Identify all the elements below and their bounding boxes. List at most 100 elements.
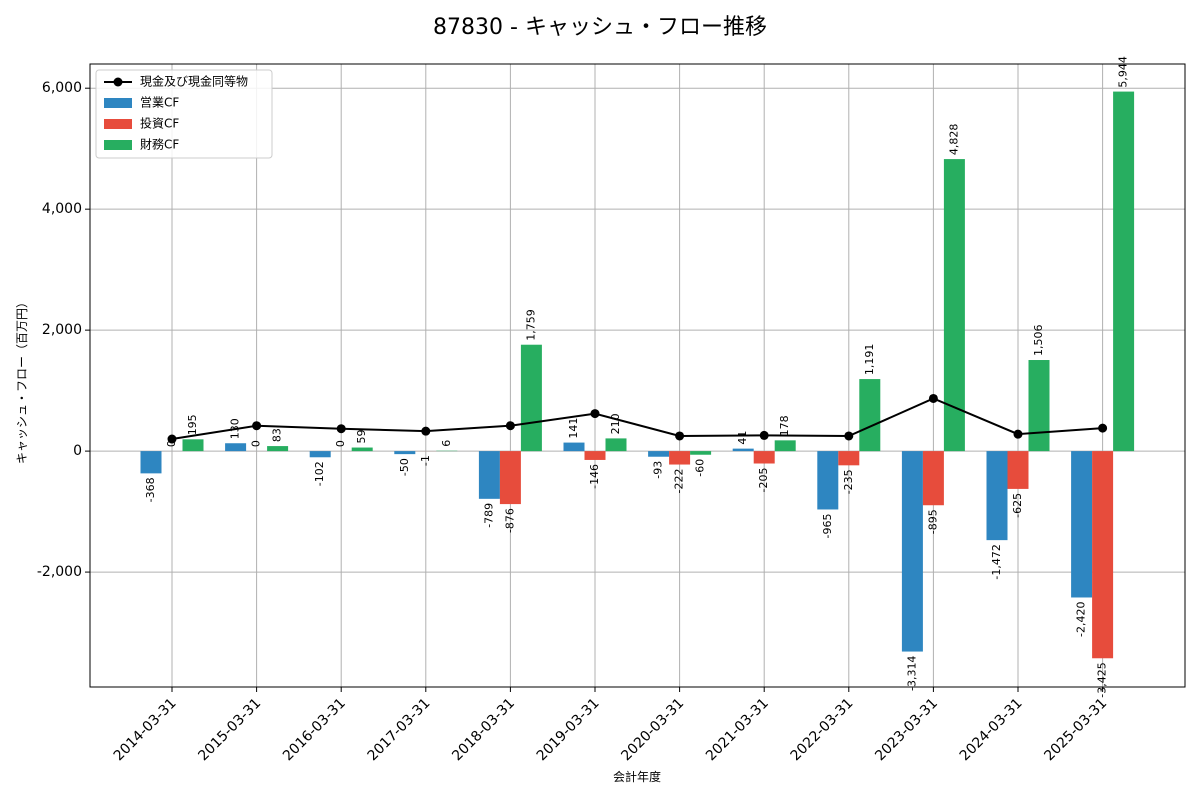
x-tick-label: 2025-03-31 — [1041, 695, 1110, 764]
cash-line-point — [252, 421, 262, 431]
data-label: -3,314 — [905, 656, 918, 691]
bar — [478, 451, 500, 499]
cash-line-point — [590, 409, 600, 419]
data-label: -895 — [926, 509, 939, 534]
cash-line-point — [1098, 423, 1108, 433]
data-label: -60 — [694, 459, 707, 477]
data-label: 195 — [186, 414, 199, 435]
data-label: -965 — [821, 513, 834, 538]
bar — [225, 443, 247, 452]
legend-label: 財務CF — [140, 137, 179, 152]
bar — [922, 451, 944, 506]
data-label: 141 — [567, 418, 580, 439]
data-label: 210 — [609, 413, 622, 434]
data-label: 0 — [334, 440, 347, 447]
data-label: -368 — [144, 477, 157, 502]
y-axis-label: キャッシュ・フロー（百万円） — [15, 296, 29, 464]
data-label: -789 — [482, 503, 495, 528]
bar — [584, 451, 606, 460]
data-label: 130 — [229, 418, 242, 439]
bar — [563, 442, 585, 452]
legend-swatch — [104, 119, 132, 129]
bars — [140, 91, 1135, 659]
data-label: 59 — [355, 430, 368, 444]
bar — [1007, 451, 1029, 489]
chart-title: 87830 - キャッシュ・フロー推移 — [433, 15, 767, 40]
bar — [1113, 91, 1135, 452]
x-axis-label: 会計年度 — [613, 769, 661, 784]
data-label: 1,759 — [524, 309, 537, 341]
bar — [838, 451, 860, 466]
data-label: 4,828 — [947, 124, 960, 156]
bar — [732, 448, 754, 452]
bar — [499, 451, 521, 505]
data-label: 6 — [440, 440, 453, 447]
data-label: 83 — [271, 428, 284, 442]
x-tick-label: 2022-03-31 — [788, 695, 857, 764]
bar — [648, 451, 670, 457]
cash-line-point — [336, 424, 346, 434]
data-label: -235 — [842, 469, 855, 494]
data-label: -205 — [757, 468, 770, 493]
bar — [351, 447, 373, 452]
plot-frame — [89, 63, 1186, 688]
x-tick-label: 2014-03-31 — [111, 695, 180, 764]
data-label: -93 — [652, 461, 665, 479]
data-labels: -368 130 -102 -50 -789 141 -93 41 -965 -3,314 -1,4… — [144, 56, 1130, 698]
x-axis-ticks: 2014-03-31 2015-03-31 2016-03-31 2017-03-31… — [111, 687, 1110, 764]
y-tick-label: 0 — [73, 443, 82, 459]
data-label: -102 — [313, 461, 326, 486]
y-axis-ticks: -2,000 0 2,000 4,000 6,000 — [37, 80, 90, 580]
grid-lines — [90, 64, 1185, 687]
data-label: 1,191 — [863, 344, 876, 376]
bar — [1028, 360, 1050, 452]
legend-label: 現金及び現金同等物 — [140, 74, 248, 89]
legend-label: 投資CF — [140, 116, 179, 131]
bar — [309, 451, 331, 458]
data-label: -625 — [1011, 493, 1024, 518]
x-tick-label: 2020-03-31 — [618, 695, 687, 764]
bar — [1071, 451, 1093, 598]
legend-box — [95, 69, 273, 159]
bar — [394, 451, 416, 455]
data-label: -1,472 — [990, 544, 1003, 579]
legend-label: 営業CF — [140, 96, 179, 110]
bar — [605, 438, 627, 452]
bar — [901, 451, 923, 652]
y-tick-label: -2,000 — [37, 564, 82, 580]
x-tick-label: 2021-03-31 — [703, 695, 772, 764]
x-tick-label: 2015-03-31 — [195, 695, 264, 764]
data-label: -1 — [419, 455, 432, 466]
x-tick-label: 2017-03-31 — [365, 695, 434, 764]
x-tick-label: 2024-03-31 — [957, 695, 1026, 764]
bar — [774, 440, 796, 452]
bar — [986, 451, 1008, 541]
cash-line-point — [1013, 429, 1023, 439]
y-tick-label: 6,000 — [42, 80, 82, 96]
data-label: 5,944 — [1117, 56, 1130, 88]
legend-swatch — [104, 98, 132, 108]
data-label: -2,420 — [1075, 601, 1088, 636]
x-tick-label: 2018-03-31 — [449, 695, 518, 764]
x-tick-label: 2023-03-31 — [872, 695, 941, 764]
cash-line-point — [505, 421, 515, 431]
cash-line-point — [759, 430, 769, 440]
x-tick-label: 2019-03-31 — [534, 695, 603, 764]
data-label: 0 — [250, 440, 263, 447]
bar — [520, 344, 542, 452]
bar — [182, 439, 204, 452]
data-label: 41 — [736, 431, 749, 445]
cash-line-point — [844, 431, 854, 441]
legend-line-marker — [113, 77, 123, 87]
data-label: 0 — [165, 440, 178, 447]
bar — [1092, 451, 1114, 659]
cash-line-point — [167, 434, 177, 444]
cash-line — [167, 393, 1108, 444]
bar — [817, 451, 839, 510]
data-label: -146 — [588, 464, 601, 489]
data-label: -222 — [673, 469, 686, 494]
bar — [267, 446, 289, 452]
data-label: -876 — [503, 508, 516, 533]
